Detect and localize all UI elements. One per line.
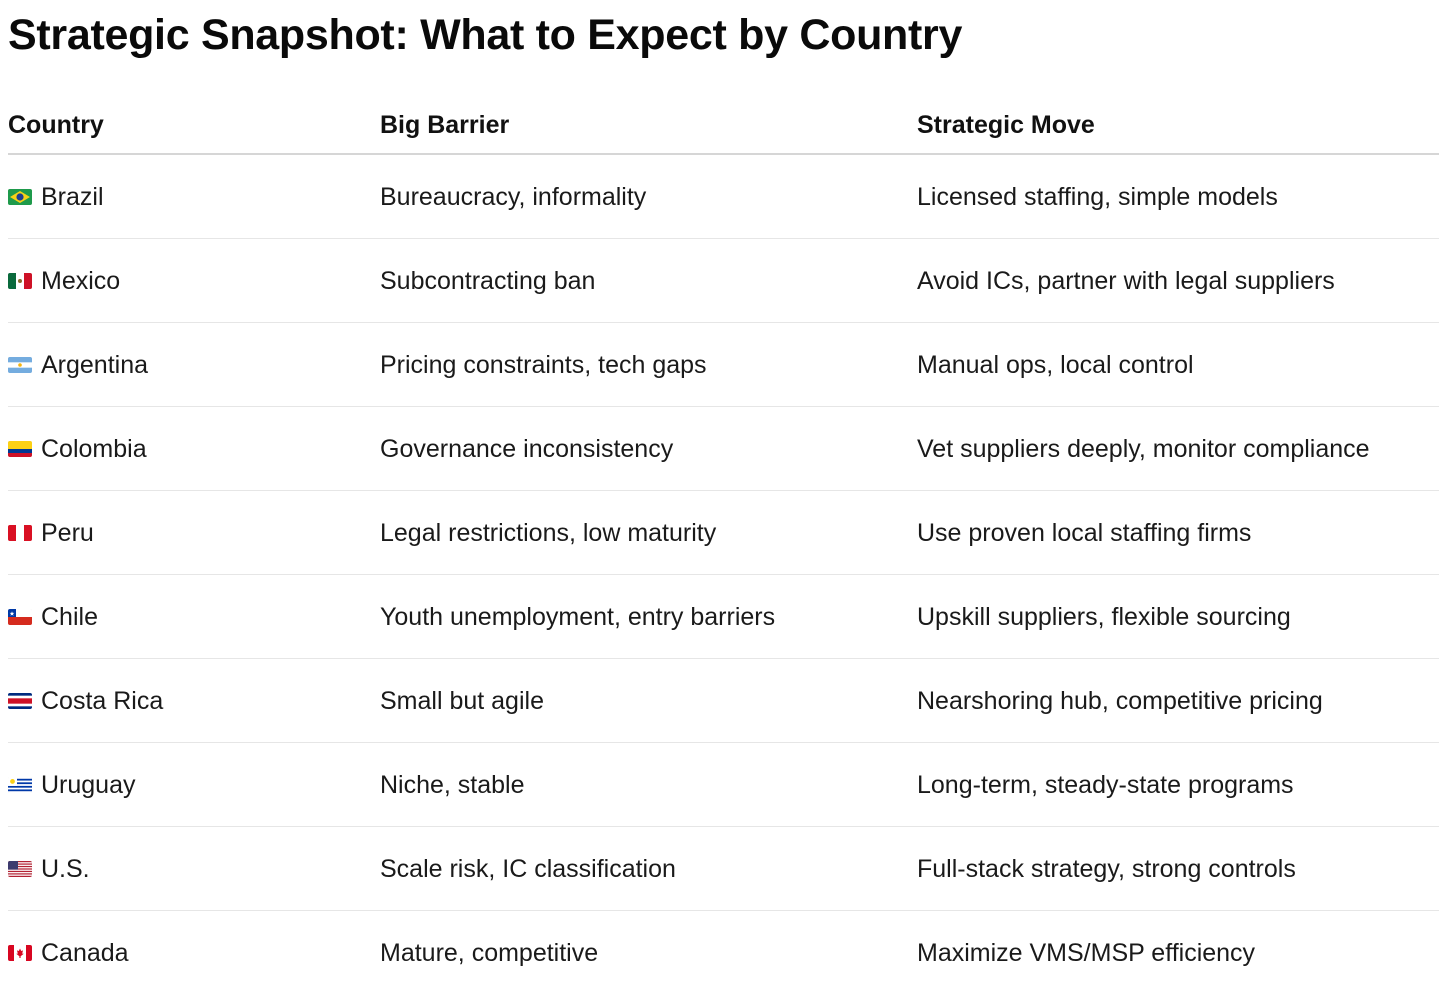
- header-big-barrier: Big Barrier: [380, 110, 510, 139]
- table-row: Costa Rica Small but agile Nearshoring h…: [8, 659, 1439, 743]
- table-row: Uruguay Niche, stable Long-term, steady-…: [8, 743, 1439, 827]
- country-cell: Uruguay: [8, 770, 380, 800]
- country-name: Brazil: [41, 182, 104, 211]
- country-cell: Costa Rica: [8, 686, 380, 716]
- table-row: U.S. Scale risk, IC classification Full-…: [8, 827, 1439, 911]
- country-table: Country Big Barrier Strategic Move Brazi…: [8, 96, 1439, 995]
- chile-flag-icon: [8, 608, 32, 625]
- costa-rica-flag-icon: [8, 692, 32, 709]
- country-name: Chile: [41, 602, 98, 631]
- move-cell: Nearshoring hub, competitive pricing: [917, 686, 1323, 715]
- brazil-flag-icon: [8, 188, 32, 205]
- barrier-cell: Youth unemployment, entry barriers: [380, 602, 776, 631]
- table-row: Chile Youth unemployment, entry barriers…: [8, 575, 1439, 659]
- country-cell: Chile: [8, 602, 380, 632]
- country-name: Uruguay: [41, 770, 136, 799]
- table-row: Mexico Subcontracting ban Avoid ICs, par…: [8, 239, 1439, 323]
- barrier-cell: Governance inconsistency: [380, 434, 674, 463]
- colombia-flag-icon: [8, 440, 32, 457]
- move-cell: Manual ops, local control: [917, 350, 1194, 379]
- country-name: Colombia: [41, 434, 147, 463]
- move-cell: Upskill suppliers, flexible sourcing: [917, 602, 1291, 631]
- barrier-cell: Niche, stable: [380, 770, 525, 799]
- country-name: Costa Rica: [41, 686, 164, 715]
- move-cell: Full-stack strategy, strong controls: [917, 854, 1296, 883]
- country-cell: Argentina: [8, 350, 380, 380]
- country-cell: U.S.: [8, 854, 380, 884]
- barrier-cell: Pricing constraints, tech gaps: [380, 350, 707, 379]
- move-cell: Licensed staffing, simple models: [917, 182, 1278, 211]
- table-row: Peru Legal restrictions, low maturity Us…: [8, 491, 1439, 575]
- move-cell: Maximize VMS/MSP efficiency: [917, 939, 1256, 967]
- move-cell: Use proven local staffing firms: [917, 518, 1252, 547]
- peru-flag-icon: [8, 524, 32, 541]
- barrier-cell: Mature, competitive: [380, 939, 599, 967]
- country-cell: Canada: [8, 938, 380, 968]
- header-strategic-move: Strategic Move: [917, 110, 1095, 139]
- barrier-cell: Subcontracting ban: [380, 266, 596, 295]
- argentina-flag-icon: [8, 356, 32, 373]
- header-country: Country: [8, 110, 104, 139]
- page-title: Strategic Snapshot: What to Expect by Co…: [8, 11, 963, 59]
- canada-flag-icon: [8, 945, 32, 961]
- table-header-row: Country Big Barrier Strategic Move: [8, 96, 1439, 155]
- move-cell: Vet suppliers deeply, monitor compliance: [917, 434, 1370, 463]
- table-row: Argentina Pricing constraints, tech gaps…: [8, 323, 1439, 407]
- country-cell: Peru: [8, 518, 380, 548]
- us-flag-icon: [8, 860, 32, 877]
- country-name: Canada: [41, 939, 129, 967]
- move-cell: Long-term, steady-state programs: [917, 770, 1294, 799]
- barrier-cell: Scale risk, IC classification: [380, 854, 676, 883]
- barrier-cell: Legal restrictions, low maturity: [380, 518, 717, 547]
- country-cell: Brazil: [8, 182, 380, 212]
- country-name: Argentina: [41, 350, 149, 379]
- table-row: Brazil Bureaucracy, informality Licensed…: [8, 155, 1439, 239]
- mexico-flag-icon: [8, 272, 32, 289]
- country-name: Mexico: [41, 266, 121, 295]
- country-name: U.S.: [41, 854, 90, 883]
- country-cell: Mexico: [8, 266, 380, 296]
- move-cell: Avoid ICs, partner with legal suppliers: [917, 266, 1335, 295]
- country-name: Peru: [41, 518, 94, 547]
- barrier-cell: Small but agile: [380, 686, 544, 715]
- country-cell: Colombia: [8, 434, 380, 464]
- table-row: Canada Mature, competitive Maximize VMS/…: [8, 911, 1439, 995]
- uruguay-flag-icon: [8, 776, 32, 793]
- table-row: Colombia Governance inconsistency Vet su…: [8, 407, 1439, 491]
- barrier-cell: Bureaucracy, informality: [380, 182, 647, 211]
